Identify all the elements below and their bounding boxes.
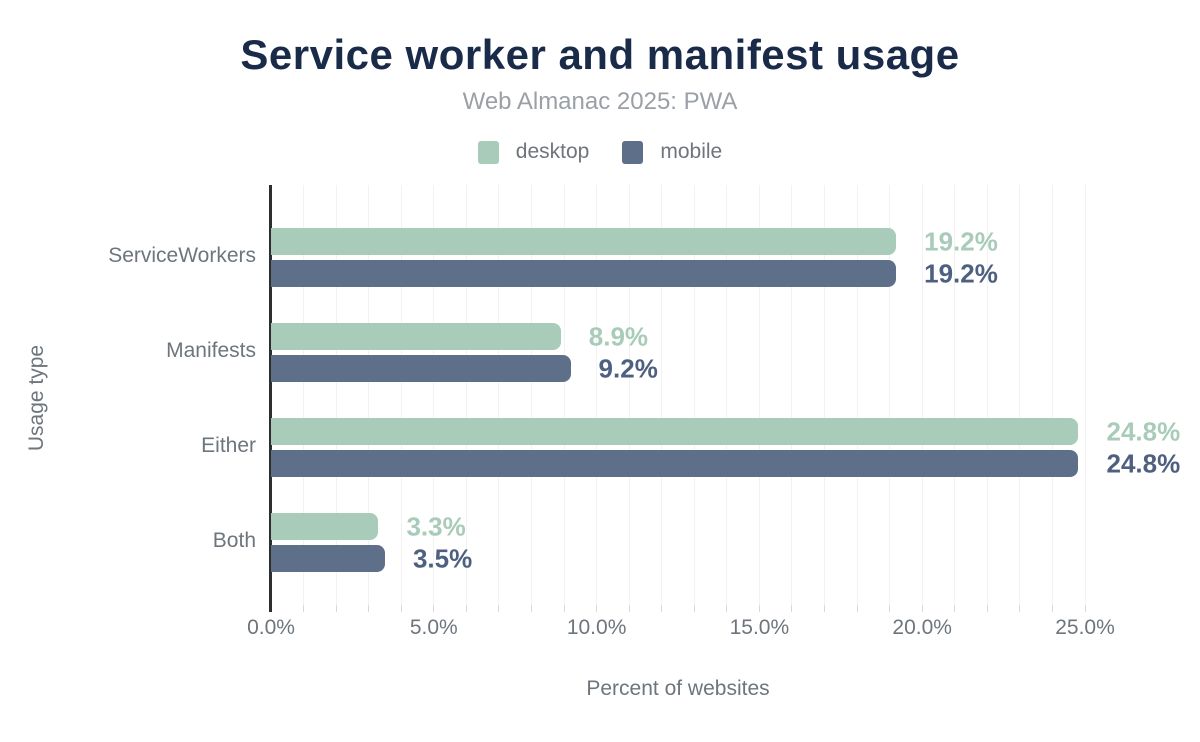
gridline: [1084, 185, 1086, 605]
x-tick-mark: [954, 605, 956, 612]
plot-area: 19.2% 19.2% 8.9% 9.2% 24.8% 24.8% 3.3% 3.5%: [271, 185, 1180, 605]
bar-mobile-Both: [271, 545, 385, 572]
gridline: [824, 185, 826, 605]
value-label-mobile-ServiceWorkers: 19.2%: [924, 258, 998, 288]
x-tick-mark: [791, 605, 793, 612]
x-tick-mark: [824, 605, 826, 612]
x-tick-label: 25.0%: [1055, 616, 1115, 639]
bar-desktop-ServiceWorkers: [271, 228, 897, 255]
x-tick-mark: [1051, 605, 1053, 612]
bar-desktop-Either: [271, 418, 1079, 445]
x-tick-label: 0.0%: [247, 616, 295, 639]
gridline: [986, 185, 988, 605]
value-label-desktop-Both: 3.3%: [406, 511, 466, 541]
x-tick-mark: [889, 605, 891, 612]
x-tick-mark: [335, 605, 337, 612]
gridline: [889, 185, 891, 605]
bar-desktop-Both: [271, 513, 379, 540]
category-label-Both: Both: [212, 528, 256, 552]
x-tick-mark: [1019, 605, 1021, 612]
gridline: [465, 185, 467, 605]
x-tick-mark: [498, 605, 500, 612]
bar-desktop-Manifests: [271, 323, 561, 350]
gridline: [954, 185, 956, 605]
x-tick-mark: [596, 605, 598, 612]
bar-mobile-Manifests: [271, 355, 571, 382]
gridline: [921, 185, 923, 605]
gridline: [498, 185, 500, 605]
gridline: [693, 185, 695, 605]
gridline: [1019, 185, 1021, 605]
chart-title: Service worker and manifest usage: [240, 31, 960, 78]
y-axis-line: [269, 185, 272, 612]
bar-mobile-Either: [271, 450, 1079, 477]
x-tick-mark: [726, 605, 728, 612]
gridline: [726, 185, 728, 605]
x-tick-mark: [465, 605, 467, 612]
gridline: [368, 185, 370, 605]
value-label-mobile-Both: 3.5%: [412, 543, 473, 573]
x-tick-mark: [433, 605, 435, 612]
x-tick-mark: [400, 605, 402, 612]
x-tick-mark: [661, 605, 663, 612]
gridline: [563, 185, 565, 605]
value-label-desktop-Either: 24.8%: [1106, 416, 1181, 446]
x-tick-mark: [921, 605, 923, 612]
x-tick-label: 15.0%: [729, 616, 790, 639]
gridline: [303, 185, 305, 605]
x-tick-mark: [303, 605, 305, 612]
x-tick-mark: [1084, 605, 1086, 612]
x-tick-mark: [856, 605, 858, 612]
gridline: [1051, 185, 1053, 605]
x-tick-label: 10.0%: [566, 616, 627, 639]
x-tick-mark: [693, 605, 695, 612]
gridline: [335, 185, 337, 605]
legend-item-mobile[interactable]: mobile: [622, 140, 722, 164]
value-label-desktop-ServiceWorkers: 19.2%: [924, 226, 998, 256]
category-label-ServiceWorkers: ServiceWorkers: [108, 243, 256, 267]
value-label-mobile-Either: 24.8%: [1106, 448, 1181, 478]
x-tick-label: 20.0%: [892, 616, 952, 639]
chart-subtitle: Web Almanac 2025: PWA: [462, 88, 738, 115]
gridline: [856, 185, 858, 605]
gridline: [530, 185, 532, 605]
gridline: [758, 185, 760, 605]
value-label-mobile-Manifests: 9.2%: [598, 353, 658, 383]
legend-swatch-desktop-icon: [477, 140, 499, 164]
x-tick-label: 5.0%: [409, 616, 458, 639]
bar-mobile-ServiceWorkers: [271, 260, 897, 287]
category-label-Manifests: Manifests: [166, 338, 256, 362]
gridline: [661, 185, 663, 605]
gridline: [596, 185, 598, 605]
legend-item-desktop[interactable]: desktop: [477, 140, 590, 164]
x-tick-mark: [368, 605, 370, 612]
gridline: [433, 185, 435, 605]
gridline: [791, 185, 793, 605]
x-tick-mark: [986, 605, 988, 612]
x-tick-mark: [530, 605, 532, 612]
gridline: [400, 185, 402, 605]
x-tick-mark: [758, 605, 760, 612]
legend-label-mobile: mobile: [660, 140, 723, 163]
x-axis-title: Percent of websites: [586, 677, 770, 700]
legend: desktop mobile: [0, 140, 1200, 164]
value-label-desktop-Manifests: 8.9%: [588, 321, 649, 351]
x-tick-mark: [628, 605, 630, 612]
legend-label-desktop: desktop: [515, 140, 590, 163]
legend-swatch-mobile-icon: [622, 140, 644, 164]
gridline: [628, 185, 630, 605]
x-tick-mark: [563, 605, 565, 612]
category-label-Either: Either: [201, 433, 256, 457]
